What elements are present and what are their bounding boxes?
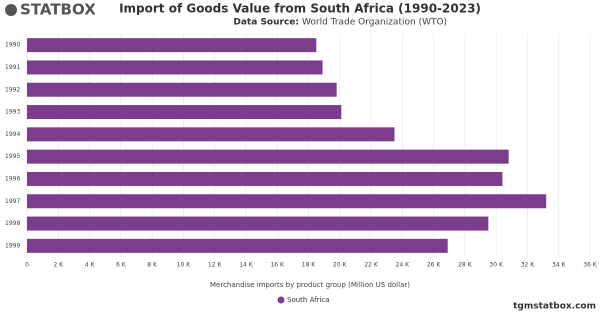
footer: tgmstatbox.com: [513, 302, 596, 312]
source: World Trade Organization (WTO): [302, 18, 447, 28]
legend-swatch: [277, 296, 285, 304]
y-tick-label: 1993: [5, 109, 20, 116]
bar: [27, 238, 448, 253]
x-axis-label: Merchandise imports by product group (Mi…: [210, 281, 410, 289]
bar: [27, 38, 317, 53]
x-tick-label: 32 K: [521, 262, 536, 269]
x-tick-label: 4 K: [85, 262, 96, 269]
y-tick-label: 1999: [5, 242, 20, 249]
y-tick-label: 1997: [5, 198, 20, 205]
x-tick-label: 6 K: [116, 262, 127, 269]
bar: [27, 105, 342, 120]
y-tick-label: 1994: [5, 131, 20, 138]
bar: [27, 194, 547, 209]
y-tick-label: 1990: [5, 42, 20, 49]
x-tick-label: 12 K: [208, 262, 223, 269]
bar: [27, 82, 337, 97]
legend-label: South Africa: [287, 296, 330, 304]
x-tick-label: 24 K: [396, 262, 411, 269]
x-tick-label: 8 K: [147, 262, 158, 269]
logo: STATBOX: [5, 1, 96, 19]
x-tick-label: 14 K: [239, 262, 254, 269]
x-tick-label: 10 K: [177, 262, 192, 269]
x-tick-label: 28 K: [458, 262, 473, 269]
x-tick-label: 30 K: [489, 262, 504, 269]
x-tick-label: 34 K: [552, 262, 567, 269]
brand: STATBOX: [20, 1, 96, 19]
logo-icon: [5, 4, 17, 16]
y-tick-label: 1996: [5, 175, 20, 182]
x-tick-label: 22 K: [364, 262, 379, 269]
y-tick-label: 1992: [5, 86, 20, 93]
y-tick-label: 1998: [5, 220, 20, 227]
x-tick-label: 20 K: [333, 262, 348, 269]
x-tick-label: 16 K: [270, 262, 285, 269]
bar: [27, 127, 395, 142]
source-label: Data Source:: [233, 18, 299, 28]
x-tick-label: 36 K: [583, 262, 598, 269]
bar: [27, 216, 489, 231]
chart-title: Import of Goods Value from South Africa …: [119, 2, 481, 16]
y-tick-label: 1991: [5, 64, 20, 71]
x-tick-label: 18 K: [302, 262, 317, 269]
x-tick-label: 26 K: [427, 262, 442, 269]
y-tick-label: 1995: [5, 153, 20, 160]
x-tick-label: 2 K: [53, 262, 64, 269]
bar: [27, 149, 509, 164]
bar: [27, 171, 503, 186]
x-tick-label: 0: [25, 262, 29, 269]
bar: [27, 60, 323, 75]
